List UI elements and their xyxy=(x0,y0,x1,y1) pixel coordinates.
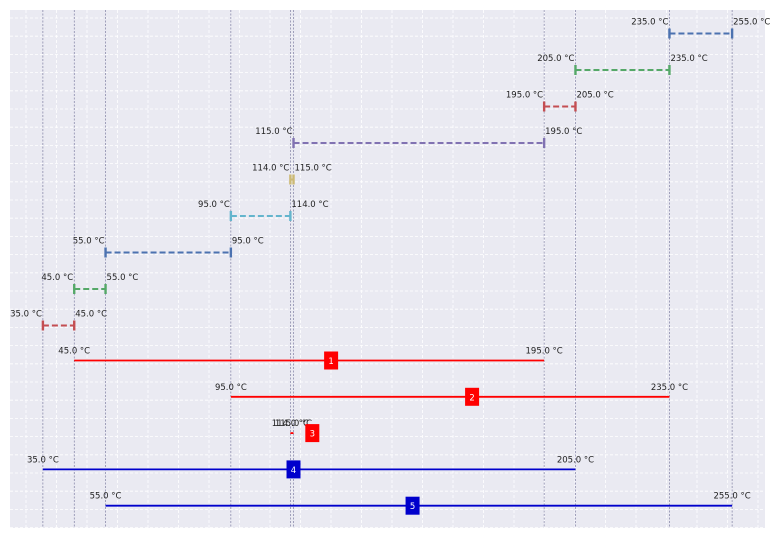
segment-end-label: 195.0 °C xyxy=(545,127,582,137)
range-marker-label: 1 xyxy=(328,357,333,367)
range-marker xyxy=(465,387,480,406)
range-start-label: 45.0 °C xyxy=(58,347,90,357)
guide-lines xyxy=(42,10,733,528)
range-marker-label: 5 xyxy=(410,502,415,512)
segment-start-label: 55.0 °C xyxy=(73,237,105,247)
segment-end-label: 205.0 °C xyxy=(576,91,613,101)
segment-start-label: 45.0 °C xyxy=(41,273,73,283)
segment-end-label: 45.0 °C xyxy=(75,310,107,320)
range-start-label: 55.0 °C xyxy=(90,492,122,502)
segment-end-label: 255.0 °C xyxy=(733,18,770,28)
segment-start-label: 95.0 °C xyxy=(198,200,230,210)
range-start-label: 114.0 °C xyxy=(272,419,309,429)
segment-end-label: 55.0 °C xyxy=(107,273,139,283)
segment-end-label: 235.0 °C xyxy=(670,54,707,64)
segment-start-label: 235.0 °C xyxy=(631,18,668,28)
range-end-label: 235.0 °C xyxy=(651,383,688,393)
dashed-segments: 235.0 °C 255.0 °C 205.0 °C 235.0 °C 195.0 °C… xyxy=(10,18,770,331)
range-marker xyxy=(324,351,339,370)
range-end-label: 195.0 °C xyxy=(526,347,563,357)
range-end-label: 205.0 °C xyxy=(557,455,594,465)
range-marker xyxy=(405,496,420,515)
range-marker-label: 4 xyxy=(291,466,296,476)
segment-start-label: 195.0 °C xyxy=(506,91,543,101)
segment-start-label: 114.0 °C xyxy=(252,164,289,174)
range-marker xyxy=(305,424,320,443)
segment-start-label: 205.0 °C xyxy=(537,54,574,64)
plot-background xyxy=(10,10,765,528)
segment-end-label: 95.0 °C xyxy=(232,237,264,247)
range-start-label: 95.0 °C xyxy=(215,383,247,393)
range-end-label: 255.0 °C xyxy=(713,492,750,502)
range-start-label: 35.0 °C xyxy=(27,455,59,465)
range-marker-label: 3 xyxy=(310,430,315,440)
grid-lines xyxy=(10,10,765,528)
segment-start-label: 115.0 °C xyxy=(255,127,292,137)
range-marker-label: 2 xyxy=(469,393,474,403)
segment-end-label: 115.0 °C xyxy=(295,164,332,174)
range-end-label: 115.0 °C xyxy=(275,419,312,429)
segment-start-label: 35.0 °C xyxy=(10,310,42,320)
segment-end-label: 114.0 °C xyxy=(291,200,328,210)
range-marker xyxy=(286,460,301,479)
